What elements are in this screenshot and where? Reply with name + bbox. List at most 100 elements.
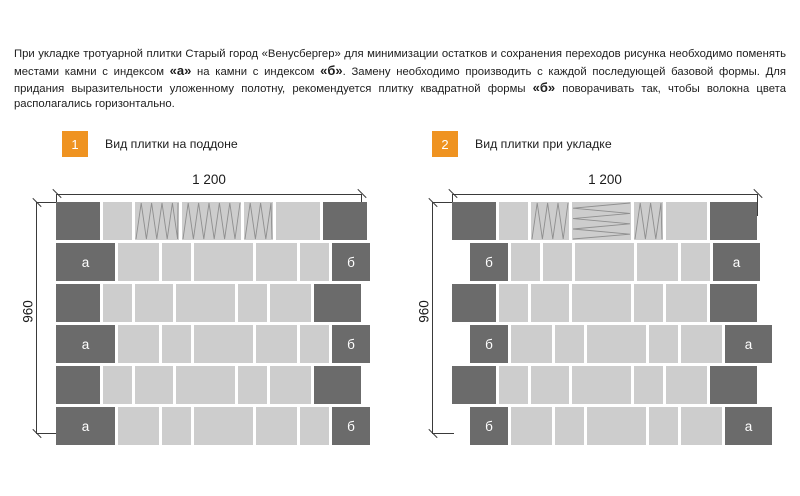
tile-index-label: б <box>347 254 355 270</box>
tile <box>270 366 311 404</box>
panel-header-pallet-view: 1 Вид плитки на поддоне <box>62 131 238 157</box>
tile <box>634 366 663 404</box>
tile-index-label: а <box>732 254 741 270</box>
tile-indexed-a: а <box>713 243 760 281</box>
height-dimension-pallet: 960 <box>14 202 58 434</box>
tile-index-label: а <box>81 418 90 434</box>
tile <box>314 284 361 322</box>
tile-indexed-b: б <box>470 325 508 363</box>
tile <box>710 366 757 404</box>
tile-indexed-b: б <box>332 325 370 363</box>
tile-indexed-a: а <box>56 407 115 445</box>
tile <box>710 202 757 240</box>
width-dimension-line <box>56 194 362 195</box>
tile-row <box>452 202 758 240</box>
tile <box>276 202 320 240</box>
tile <box>56 202 100 240</box>
tile <box>649 407 678 445</box>
tile <box>118 325 159 363</box>
tile <box>300 325 329 363</box>
height-extension-top <box>36 202 58 203</box>
panel-title-pallet-view: Вид плитки на поддоне <box>105 137 238 151</box>
tile <box>511 325 552 363</box>
tile <box>499 284 528 322</box>
tile <box>634 284 663 322</box>
tile <box>666 366 707 404</box>
tile <box>118 407 159 445</box>
intro-text-part4: поворачивать так, чтобы волокна цвета ра… <box>14 82 786 110</box>
tile <box>300 243 329 281</box>
tile <box>452 284 496 322</box>
tile-row <box>56 202 367 240</box>
tile-hatched-vertical <box>135 202 179 240</box>
tile-indexed-a: а <box>725 325 772 363</box>
tile <box>323 202 367 240</box>
tile <box>681 243 710 281</box>
tile <box>511 243 540 281</box>
tile <box>649 325 678 363</box>
tile <box>194 243 253 281</box>
tile <box>499 202 528 240</box>
tile-index-label: а <box>744 336 753 352</box>
tile <box>256 407 297 445</box>
tile <box>531 284 569 322</box>
tile <box>666 202 707 240</box>
height-dimension-label-laid: 960 <box>416 300 432 323</box>
tile <box>103 366 132 404</box>
tile <box>256 243 297 281</box>
tile <box>587 325 646 363</box>
tile <box>587 407 646 445</box>
intro-text-part2: на камни с индексом <box>191 65 321 78</box>
tile <box>710 284 757 322</box>
tile <box>543 243 572 281</box>
tile <box>238 366 267 404</box>
width-dimension-pallet: 1 200 <box>56 172 362 216</box>
height-dimension-line <box>36 202 37 434</box>
tile <box>194 407 253 445</box>
tile-index-label: а <box>744 418 753 434</box>
tile <box>300 407 329 445</box>
tile <box>162 407 191 445</box>
tile <box>572 284 631 322</box>
tile-indexed-a: а <box>56 325 115 363</box>
index-b-emphasis: «б» <box>320 62 343 78</box>
tile-index-label: б <box>485 254 493 270</box>
panel-title-laid-view: Вид плитки при укладке <box>475 137 612 151</box>
tile-hatched-vertical <box>182 202 241 240</box>
width-dimension-laid: 1 200 <box>452 172 758 216</box>
tile <box>118 243 159 281</box>
tile-indexed-b: б <box>470 243 508 281</box>
height-extension-bottom <box>432 433 454 434</box>
tile-row <box>452 284 758 322</box>
tile <box>314 366 361 404</box>
tile <box>681 325 722 363</box>
tile-index-label: а <box>81 336 90 352</box>
tile-indexed-b: б <box>470 407 508 445</box>
width-dimension-label-pallet: 1 200 <box>192 172 226 187</box>
tile <box>194 325 253 363</box>
tile <box>56 366 100 404</box>
tile <box>555 325 584 363</box>
tile <box>135 366 173 404</box>
tile <box>103 284 132 322</box>
tile-row <box>56 284 362 322</box>
height-dimension-label-pallet: 960 <box>20 300 36 323</box>
tile-index-label: б <box>485 336 493 352</box>
tile <box>666 284 707 322</box>
tile <box>162 325 191 363</box>
intro-text-part3: . Замену необходимо производить с каждой… <box>14 65 786 95</box>
panel-badge-2: 2 <box>432 131 458 157</box>
tile <box>176 366 235 404</box>
tile-row <box>452 366 758 404</box>
tile-hatched-horizontal <box>572 202 631 240</box>
tile <box>531 366 569 404</box>
tile-row <box>56 366 362 404</box>
tile-indexed-a: а <box>56 243 115 281</box>
tile <box>270 284 311 322</box>
tile-index-label: б <box>485 418 493 434</box>
